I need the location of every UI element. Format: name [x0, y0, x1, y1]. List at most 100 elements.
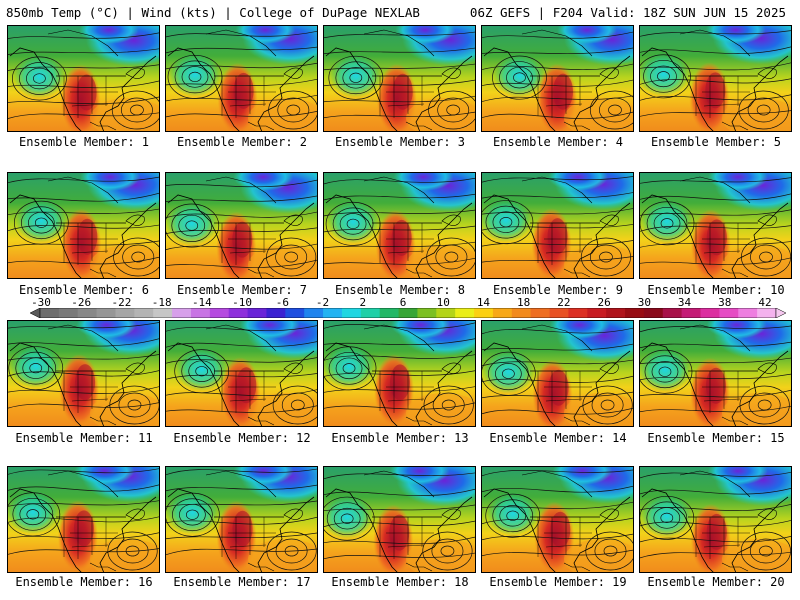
colorbar-swatch [247, 308, 267, 318]
ensemble-member-map [481, 172, 634, 279]
ensemble-member-label: Ensemble Member: 16 [15, 575, 153, 589]
temperature-wind-map [8, 467, 159, 572]
temperature-wind-map [482, 26, 633, 131]
colorbar-tick-label: 38 [718, 296, 732, 309]
temperature-wind-map [640, 173, 791, 278]
colorbar-swatch [738, 308, 758, 318]
ensemble-member-label: Ensemble Member: 6 [18, 283, 150, 297]
ensemble-member-map [481, 25, 634, 132]
product-title: 850mb Temp (°C) | Wind (kts) | College o… [6, 5, 420, 20]
colorbar-tick-label: 18 [517, 296, 531, 309]
ensemble-member-label: Ensemble Member: 20 [647, 575, 785, 589]
colorbar-tick-label: -10 [232, 296, 253, 309]
colorbar-swatch [96, 308, 116, 318]
colorbar-swatch [587, 308, 607, 318]
colorbar-swatch [266, 308, 286, 318]
temperature-wind-map [8, 321, 159, 426]
colorbar-swatch [643, 308, 664, 318]
ensemble-member-label: Ensemble Member: 15 [647, 431, 785, 445]
colorbar-swatch [323, 308, 343, 318]
colorbar-swatch [700, 308, 720, 318]
ensemble-member-map [639, 172, 792, 279]
temperature-colorbar [30, 308, 786, 318]
ensemble-member-label: Ensemble Member: 17 [173, 575, 311, 589]
ensemble-member-label: Ensemble Member: 12 [173, 431, 311, 445]
ensemble-member-map [7, 466, 160, 573]
ensemble-member-label: Ensemble Member: 4 [492, 135, 624, 149]
colorbar-swatch [209, 308, 230, 318]
ensemble-member-label: Ensemble Member: 11 [15, 431, 153, 445]
temperature-wind-map [482, 321, 633, 426]
colorbar-swatch [549, 308, 569, 318]
ensemble-member-label: Ensemble Member: 18 [331, 575, 469, 589]
temperature-wind-map [166, 173, 317, 278]
ensemble-member-map [481, 320, 634, 427]
colorbar-swatch [511, 308, 532, 318]
colorbar-tick-label: 22 [557, 296, 571, 309]
colorbar-tick-label: 30 [637, 296, 651, 309]
ensemble-member-map [323, 172, 476, 279]
temperature-wind-map [482, 467, 633, 572]
ensemble-member-map [165, 25, 318, 132]
temperature-wind-map [324, 321, 475, 426]
ensemble-member-map [7, 320, 160, 427]
ensemble-member-map [323, 320, 476, 427]
colorbar-swatch [172, 308, 192, 318]
ensemble-member-label: Ensemble Member: 1 [18, 135, 150, 149]
ensemble-member-label: Ensemble Member: 8 [334, 283, 466, 297]
ensemble-member-label: Ensemble Member: 19 [489, 575, 627, 589]
colorbar-swatch [360, 308, 381, 318]
ensemble-member-map [639, 466, 792, 573]
colorbar-swatch [568, 308, 588, 318]
temperature-wind-map [640, 321, 791, 426]
ensemble-member-label: Ensemble Member: 13 [331, 431, 469, 445]
colorbar-swatch [417, 308, 437, 318]
valid-time: 06Z GEFS | F204 Valid: 18Z SUN JUN 15 20… [469, 5, 786, 20]
temperature-wind-map [324, 173, 475, 278]
ensemble-member-label: Ensemble Member: 2 [176, 135, 308, 149]
colorbar-swatch [134, 308, 154, 318]
colorbar-high-arrow [775, 308, 786, 318]
colorbar-swatch [190, 308, 211, 318]
colorbar-swatch [398, 308, 418, 318]
temperature-wind-map [640, 467, 791, 572]
temperature-wind-map [640, 26, 791, 131]
ensemble-member-label: Ensemble Member: 3 [334, 135, 466, 149]
ensemble-member-map [323, 25, 476, 132]
colorbar-swatch [115, 308, 135, 318]
ensemble-member-label: Ensemble Member: 14 [489, 431, 627, 445]
colorbar-tick-label: -18 [151, 296, 172, 309]
colorbar-swatch [625, 308, 645, 318]
colorbar-swatch [304, 308, 324, 318]
colorbar-tick-label: -2 [315, 296, 330, 309]
colorbar-swatch [436, 308, 456, 318]
colorbar-swatch [662, 308, 683, 318]
colorbar-swatch [719, 308, 739, 318]
ensemble-member-map [165, 172, 318, 279]
colorbar-swatch [606, 308, 626, 318]
colorbar-tick-label: 34 [677, 296, 692, 309]
temperature-wind-map [166, 467, 317, 572]
colorbar-tick-label: -14 [191, 296, 212, 309]
ensemble-member-map [323, 466, 476, 573]
colorbar-swatch [379, 308, 399, 318]
colorbar-tick-label: 26 [597, 296, 611, 309]
ensemble-member-label: Ensemble Member: 5 [650, 135, 782, 149]
colorbar-swatch [474, 308, 494, 318]
ensemble-member-map [639, 25, 792, 132]
temperature-wind-map [166, 26, 317, 131]
chart-header: 850mb Temp (°C) | Wind (kts) | College o… [0, 0, 800, 24]
temperature-wind-map [166, 321, 317, 426]
colorbar-swatch [77, 308, 98, 318]
temperature-wind-map [482, 173, 633, 278]
colorbar-tick-label: 14 [476, 296, 491, 309]
colorbar-tick-label: -6 [275, 296, 289, 309]
colorbar-swatch [681, 308, 701, 318]
colorbar-tick-label: 2 [359, 296, 367, 309]
ensemble-member-label: Ensemble Member: 7 [176, 283, 308, 297]
ensemble-member-map [165, 466, 318, 573]
ensemble-member-map [639, 320, 792, 427]
ensemble-member-map [165, 320, 318, 427]
colorbar-swatch [341, 308, 362, 318]
colorbar-tick-label: 6 [399, 296, 407, 309]
